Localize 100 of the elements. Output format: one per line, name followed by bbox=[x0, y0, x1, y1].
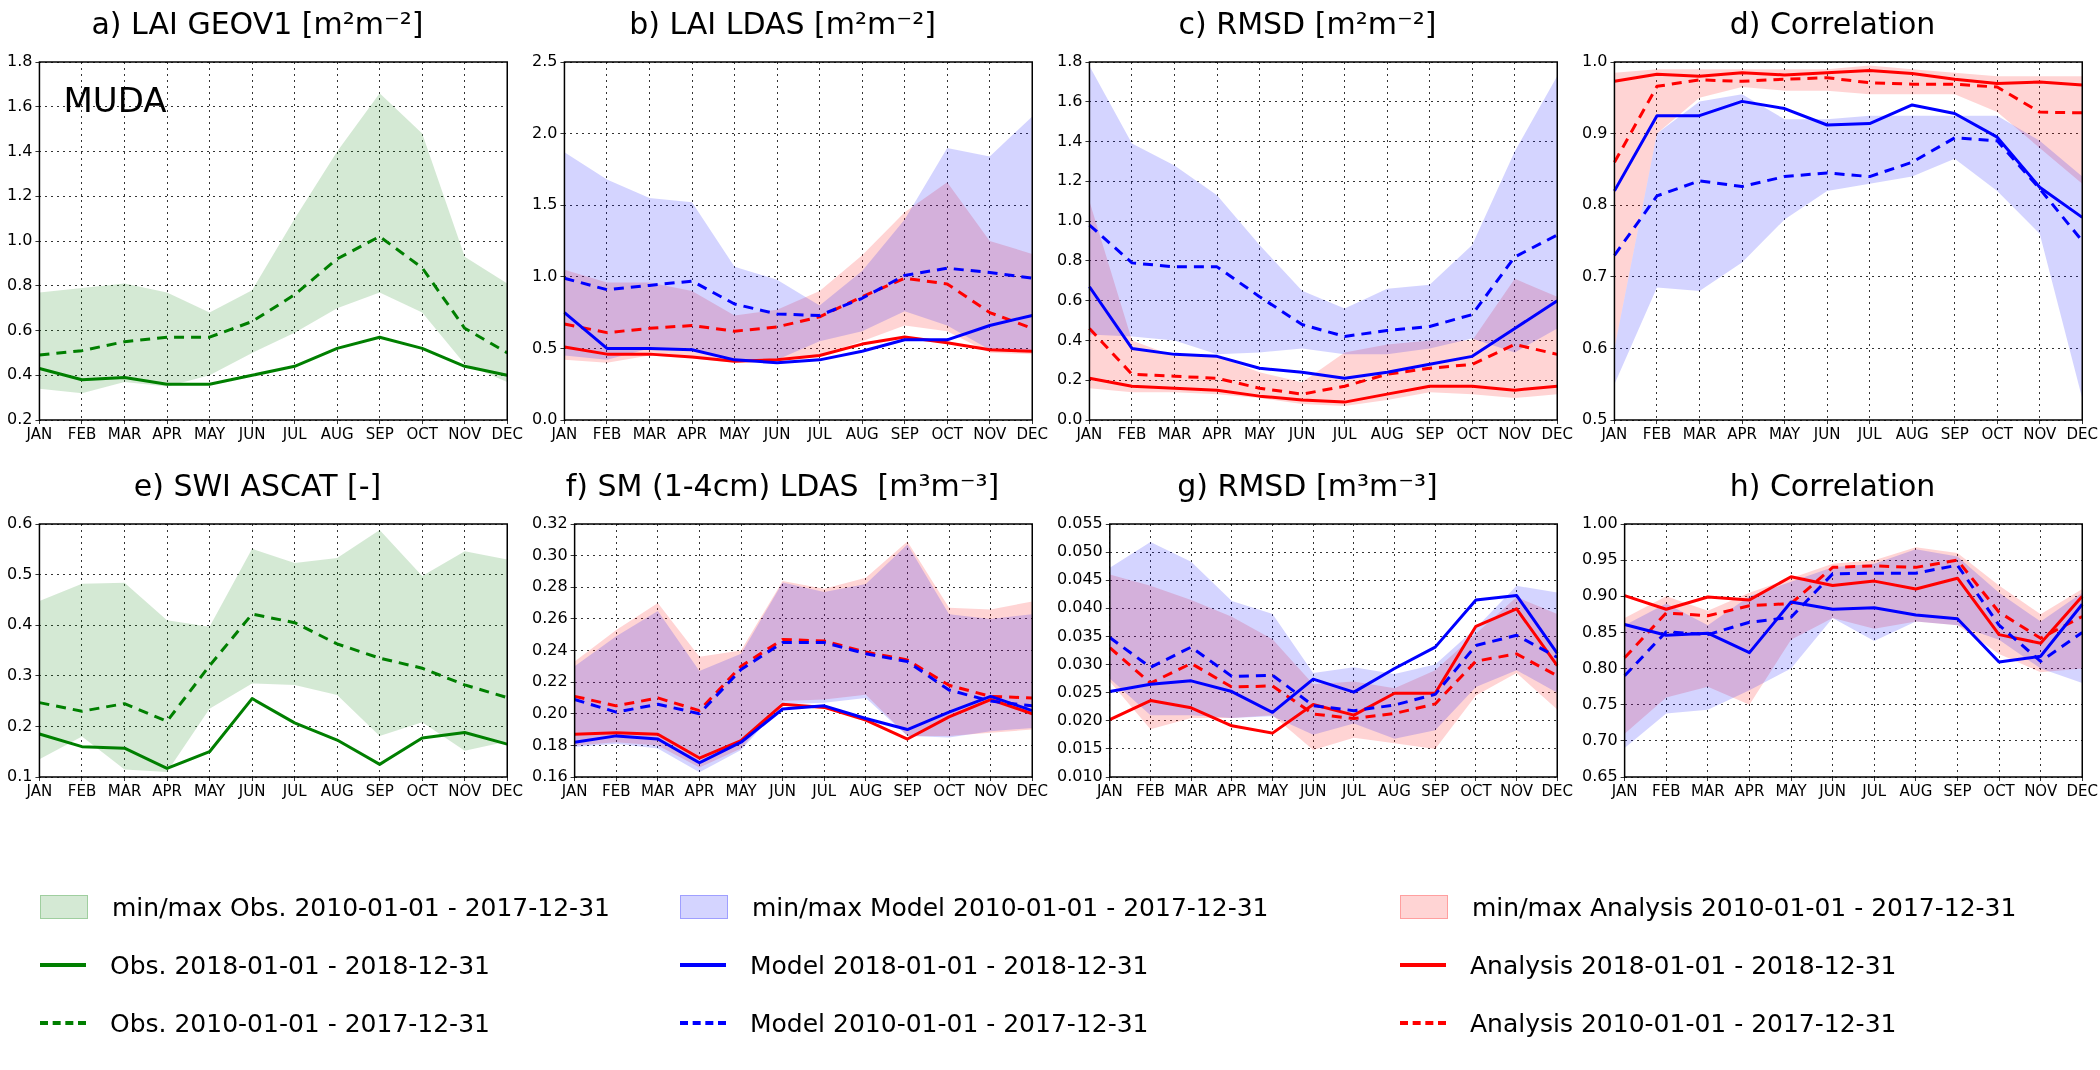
y-tick-label: 0.70 bbox=[1582, 730, 1618, 750]
x-tick-label: DEC bbox=[1541, 781, 1574, 800]
y-tick-label: 0.8 bbox=[1056, 250, 1083, 270]
x-tick-label: SEP bbox=[1943, 781, 1972, 800]
annotation: MUDA bbox=[63, 79, 167, 120]
x-tick-label: APR bbox=[152, 781, 182, 800]
x-tick-label: JAN bbox=[550, 424, 578, 443]
y-tick-label: 0.85 bbox=[1582, 621, 1618, 641]
x-tick-label: SEP bbox=[1415, 424, 1444, 443]
y-tick-label: 1.0 bbox=[1581, 51, 1608, 71]
y-tick-label: 0.5 bbox=[531, 337, 558, 357]
y-tick-label: 0.8 bbox=[1581, 194, 1608, 214]
y-tick-label: 0.6 bbox=[6, 319, 33, 339]
y-tick-label: 0.32 bbox=[532, 513, 568, 533]
x-tick-label: APR bbox=[1727, 424, 1757, 443]
x-tick-label: AUG bbox=[1895, 424, 1929, 443]
y-tick-label: 2.5 bbox=[531, 51, 558, 71]
x-tick-label: MAR bbox=[1682, 424, 1717, 443]
line-series bbox=[37, 612, 509, 723]
x-tick-label: APR bbox=[152, 424, 182, 443]
chart-title: b) LAI LDAS [m²m⁻²] bbox=[629, 5, 936, 41]
x-tick-label: FEB bbox=[602, 781, 631, 800]
y-tick-label: 0.90 bbox=[1582, 585, 1618, 605]
x-tick-label: FEB bbox=[1136, 781, 1165, 800]
y-tick-label: 1.4 bbox=[1056, 130, 1083, 150]
line-series bbox=[37, 235, 509, 357]
x-tick-label: APR bbox=[1216, 781, 1247, 800]
x-tick-label: JUN bbox=[1812, 424, 1841, 443]
x-tick-label: MAR bbox=[107, 781, 142, 800]
chart-title: g) RMSD [m³m⁻³] bbox=[1177, 467, 1438, 503]
x-tick-label: FEB bbox=[67, 781, 97, 800]
y-tick-label: 0.4 bbox=[1056, 329, 1083, 349]
x-tick-label: OCT bbox=[1981, 424, 2014, 443]
chart-title: h) Correlation bbox=[1729, 467, 1936, 503]
line-series bbox=[1623, 563, 2084, 678]
legend-label: Analysis 2010-01-01 - 2017-12-31 bbox=[1470, 1008, 1897, 1038]
line-series bbox=[1623, 558, 2084, 660]
y-tick-label: 2.0 bbox=[531, 122, 558, 142]
x-tick-label: JUN bbox=[768, 781, 796, 800]
x-tick-label: SEP bbox=[365, 424, 394, 443]
x-tick-label: JAN bbox=[1600, 424, 1628, 443]
y-tick-label: 1.0 bbox=[1056, 210, 1083, 230]
y-tick-label: 0.75 bbox=[1582, 693, 1618, 713]
y-tick-label: 0.045 bbox=[1056, 569, 1103, 589]
x-tick-label: MAY bbox=[725, 781, 758, 800]
line-series bbox=[1087, 223, 1559, 338]
x-tick-label: NOV bbox=[1498, 424, 1532, 443]
y-tick-label: 0.6 bbox=[1581, 337, 1608, 357]
x-tick-label: SEP bbox=[1421, 781, 1450, 800]
x-tick-label: JAN bbox=[25, 781, 53, 800]
x-tick-label: JUN bbox=[1298, 781, 1327, 800]
x-tick-label: NOV bbox=[448, 424, 482, 443]
y-tick-label: 0.26 bbox=[532, 608, 568, 628]
x-tick-label: DEC bbox=[1016, 424, 1049, 443]
chart-title: c) RMSD [m²m⁻²] bbox=[1178, 5, 1437, 41]
x-tick-label: MAR bbox=[1174, 781, 1208, 800]
x-tick-label: NOV bbox=[2024, 781, 2058, 800]
y-tick-label: 1.6 bbox=[1056, 90, 1083, 110]
x-tick-label: JUL bbox=[1340, 781, 1367, 800]
x-tick-label: OCT bbox=[1456, 424, 1489, 443]
x-tick-label: JUN bbox=[237, 424, 266, 443]
x-tick-label: JUL bbox=[281, 424, 308, 443]
x-tick-label: MAY bbox=[1775, 781, 1808, 800]
legend-label: Model 2010-01-01 - 2017-12-31 bbox=[750, 1008, 1149, 1038]
x-tick-label: MAR bbox=[1691, 781, 1725, 800]
chart-title: d) Correlation bbox=[1729, 5, 1936, 41]
y-tick-label: 1.2 bbox=[6, 185, 33, 205]
y-tick-label: 1.2 bbox=[1056, 170, 1083, 190]
y-tick-label: 0.95 bbox=[1582, 549, 1618, 569]
x-tick-label: OCT bbox=[1983, 781, 2016, 800]
legend-label: Obs. 2010-01-01 - 2017-12-31 bbox=[110, 1008, 490, 1038]
x-tick-label: FEB bbox=[67, 424, 97, 443]
x-tick-label: AUG bbox=[1370, 424, 1404, 443]
x-tick-label: JUN bbox=[237, 781, 266, 800]
x-tick-label: NOV bbox=[2023, 424, 2057, 443]
x-tick-label: SEP bbox=[1940, 424, 1969, 443]
x-tick-label: MAY bbox=[1256, 781, 1289, 800]
y-tick-label: 0.6 bbox=[6, 513, 33, 533]
x-tick-label: MAY bbox=[193, 781, 226, 800]
x-tick-label: NOV bbox=[448, 781, 482, 800]
x-tick-label: JUL bbox=[811, 781, 837, 800]
x-tick-label: APR bbox=[684, 781, 715, 800]
x-tick-label: JUL bbox=[1331, 424, 1358, 443]
x-tick-label: DEC bbox=[491, 424, 524, 443]
x-tick-label: MAY bbox=[1243, 424, 1276, 443]
x-tick-label: DEC bbox=[2066, 424, 2099, 443]
x-tick-label: JUN bbox=[762, 424, 791, 443]
x-tick-label: APR bbox=[1734, 781, 1765, 800]
y-tick-label: 0.8 bbox=[6, 274, 33, 294]
x-tick-label: JUL bbox=[806, 424, 833, 443]
x-tick-label: JAN bbox=[1610, 781, 1638, 800]
x-tick-label: FEB bbox=[1652, 781, 1681, 800]
line-series bbox=[562, 266, 1034, 317]
x-tick-label: JUN bbox=[1287, 424, 1316, 443]
y-tick-label: 0.030 bbox=[1056, 653, 1103, 673]
x-tick-label: NOV bbox=[974, 781, 1008, 800]
x-tick-label: AUG bbox=[320, 781, 354, 800]
x-tick-label: AUG bbox=[845, 424, 879, 443]
chart-title: a) LAI GEOV1 [m²m⁻²] bbox=[91, 5, 424, 41]
y-tick-label: 0.050 bbox=[1056, 541, 1103, 561]
